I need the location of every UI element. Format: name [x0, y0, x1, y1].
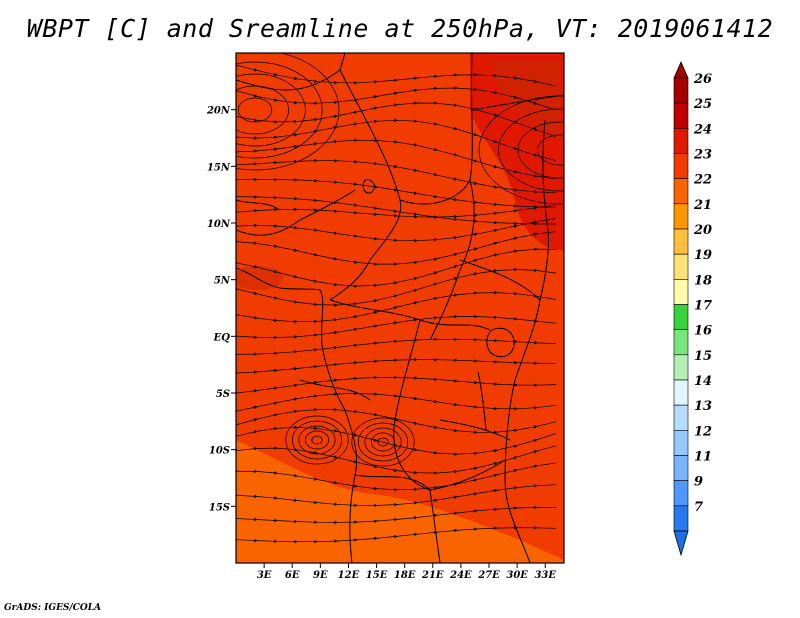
lon-tick-label: 6E	[285, 570, 300, 581]
coastlines-and-borders	[236, 53, 564, 563]
streamline-swirl	[236, 73, 306, 147]
colorbar-label: 20	[693, 223, 712, 238]
colorbar-swatch	[673, 228, 689, 255]
colorbar-label: 22	[693, 173, 712, 188]
colorbar-label: 12	[694, 424, 712, 439]
colorbar-swatch	[673, 379, 689, 406]
lon-tick-label: 33E	[534, 570, 556, 581]
streamline	[236, 357, 557, 375]
streamline-swirl	[517, 121, 564, 179]
longitude-axis: 3E 6E 9E 12E 15E 18E 21E 24E 27E 30E 33E	[257, 563, 556, 581]
colorbar-swatch	[673, 253, 689, 280]
lon-tick-label: 24E	[449, 570, 472, 581]
colorbar-label: 15	[694, 349, 712, 364]
lat-tick-label: 10N	[207, 219, 231, 230]
plot-title: WBPT [C] and Sreamline at 250hPa, VT: 20…	[26, 14, 774, 43]
colorbar-label: 13	[694, 399, 712, 414]
streamline-eddy	[377, 437, 389, 447]
colorbar-swatch	[673, 178, 689, 205]
lat-tick-label: 20N	[206, 106, 231, 117]
streamline-eddy	[311, 435, 323, 445]
lat-tick-label: 5N	[214, 276, 231, 287]
lat-tick-label: 5S	[216, 389, 230, 400]
lon-tick-label: 15E	[366, 570, 388, 581]
colorbar-swatch	[673, 329, 689, 356]
streamline	[236, 525, 557, 544]
colorbar-swatch	[673, 354, 689, 381]
streamline-eddy	[357, 422, 409, 462]
colorbar-swatch	[673, 203, 689, 230]
streamline	[236, 337, 557, 356]
streamline	[236, 63, 557, 87]
lon-tick-label: 18E	[394, 570, 416, 581]
streamline	[236, 314, 557, 340]
lat-tick-label: 15N	[207, 162, 231, 173]
streamline-eddy	[304, 430, 330, 450]
streamline-swirl	[537, 134, 564, 166]
colorbar-label: 19	[694, 248, 712, 263]
lon-tick-label: 21E	[421, 570, 444, 581]
streamline-swirl	[237, 97, 273, 123]
streamline-swirl	[498, 108, 564, 192]
streamline-eddy	[370, 432, 396, 452]
streamline-eddy	[364, 427, 402, 457]
colorbar-swatch	[673, 404, 689, 431]
streamline-swirl	[236, 61, 323, 159]
colorbar-label: 18	[694, 273, 712, 288]
colorbar-label: 23	[693, 148, 712, 163]
streamline-swirl	[236, 85, 289, 135]
streamline-swirl	[236, 53, 340, 171]
colorbar-swatch	[673, 430, 689, 456]
colorbar-label: 25	[693, 97, 712, 112]
colorbar-swatch	[673, 128, 689, 154]
colorbar-label: 26	[693, 72, 712, 87]
colorbar-swatch	[673, 153, 689, 179]
colorbar-label: 16	[694, 324, 712, 339]
streamline	[236, 86, 557, 111]
footer-credit: GrADS: IGES/COLA	[4, 603, 102, 613]
colorbar-swatch	[673, 279, 689, 305]
streamlines	[236, 53, 564, 544]
colorbar-label: 9	[694, 475, 703, 490]
colorbar-label: 7	[694, 500, 703, 515]
colorbar-label: 17	[694, 299, 712, 314]
lon-tick-label: 12E	[338, 570, 360, 581]
streamline-eddy	[285, 415, 349, 465]
lat-tick-label: 15S	[209, 502, 230, 513]
streamline	[236, 204, 557, 219]
colorbar-label: 24	[693, 122, 712, 137]
colorbar-swatch	[673, 505, 689, 532]
map-panel	[236, 53, 564, 563]
lon-tick-label: 3E	[257, 570, 272, 581]
colorbar-label: 14	[694, 374, 712, 389]
latitude-axis: 20N 15N 10N 5N EQ 5S 10S 15S	[206, 106, 236, 513]
lon-tick-label: 30E	[506, 570, 528, 581]
streamline	[236, 375, 557, 395]
lon-tick-label: 27E	[477, 570, 500, 581]
colorbar-label: 11	[694, 450, 712, 465]
streamline-eddy	[351, 417, 415, 467]
lat-tick-label: 10S	[209, 446, 230, 457]
colorbar-swatch	[673, 102, 689, 129]
lat-tick-label: EQ	[213, 332, 231, 343]
lon-tick-label: 9E	[313, 570, 328, 581]
colorbar-swatch	[673, 455, 689, 481]
colorbar: 26 25 24 23 22 21 20 19 18 17 16 15 14 13 12 11 9 7	[673, 61, 712, 557]
map-frame	[235, 52, 565, 564]
streamline	[236, 484, 557, 508]
colorbar-swatch	[673, 304, 689, 330]
streamline	[236, 505, 556, 525]
colorbar-bottom-arrow	[673, 530, 689, 557]
colorbar-swatch	[673, 77, 689, 104]
colorbar-swatch	[673, 480, 689, 507]
colorbar-label: 21	[693, 198, 712, 213]
streamline-eddy	[298, 425, 336, 455]
streamline-eddy	[291, 420, 343, 460]
colorbar-top-arrow	[673, 61, 689, 79]
